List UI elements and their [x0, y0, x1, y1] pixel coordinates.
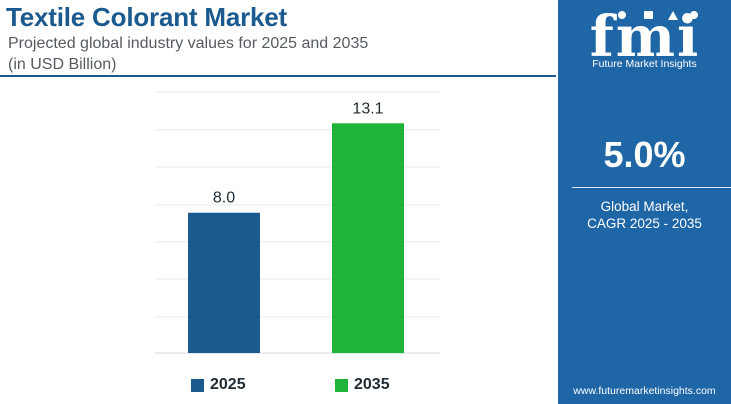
legend-item-2025: 2025 — [191, 374, 246, 396]
logo-icons — [618, 11, 698, 20]
data-label-2035: 13.1 — [352, 100, 383, 117]
unit-label: (in USD Billion) — [8, 56, 117, 73]
logo-tagline: Future Market Insights — [592, 58, 697, 70]
cagr-label-line1: Global Market, — [600, 199, 689, 214]
website-link[interactable]: www.futuremarketinsights.com — [573, 385, 716, 397]
bars — [188, 123, 404, 354]
page-title: Textile Colorant Market — [6, 2, 287, 32]
legend-swatch-2025 — [191, 378, 204, 392]
legend-label-2035: 2035 — [354, 376, 390, 393]
legend-swatch-2035 — [335, 378, 348, 392]
page-subtitle: Projected global industry values for 202… — [8, 35, 369, 52]
data-labels: 8.0 13.1 — [213, 100, 384, 206]
fmi-logo: fmi — [590, 6, 699, 70]
legend-item-2035: 2035 — [335, 374, 390, 396]
sidebar-panel: fmi Future Market Insights 5.0% Global M… — [558, 0, 731, 404]
cagr-value: 5.0% — [603, 134, 686, 175]
bar-2035 — [332, 123, 404, 354]
cagr-divider — [572, 187, 731, 188]
bar-chart: 8.0 13.1 — [155, 91, 440, 354]
data-label-2025: 8.0 — [213, 190, 235, 207]
title-divider — [0, 75, 556, 77]
bar-2025 — [188, 212, 260, 353]
legend-label-2025: 2025 — [210, 376, 246, 393]
cagr-label-line2: CAGR 2025 - 2035 — [587, 216, 702, 231]
